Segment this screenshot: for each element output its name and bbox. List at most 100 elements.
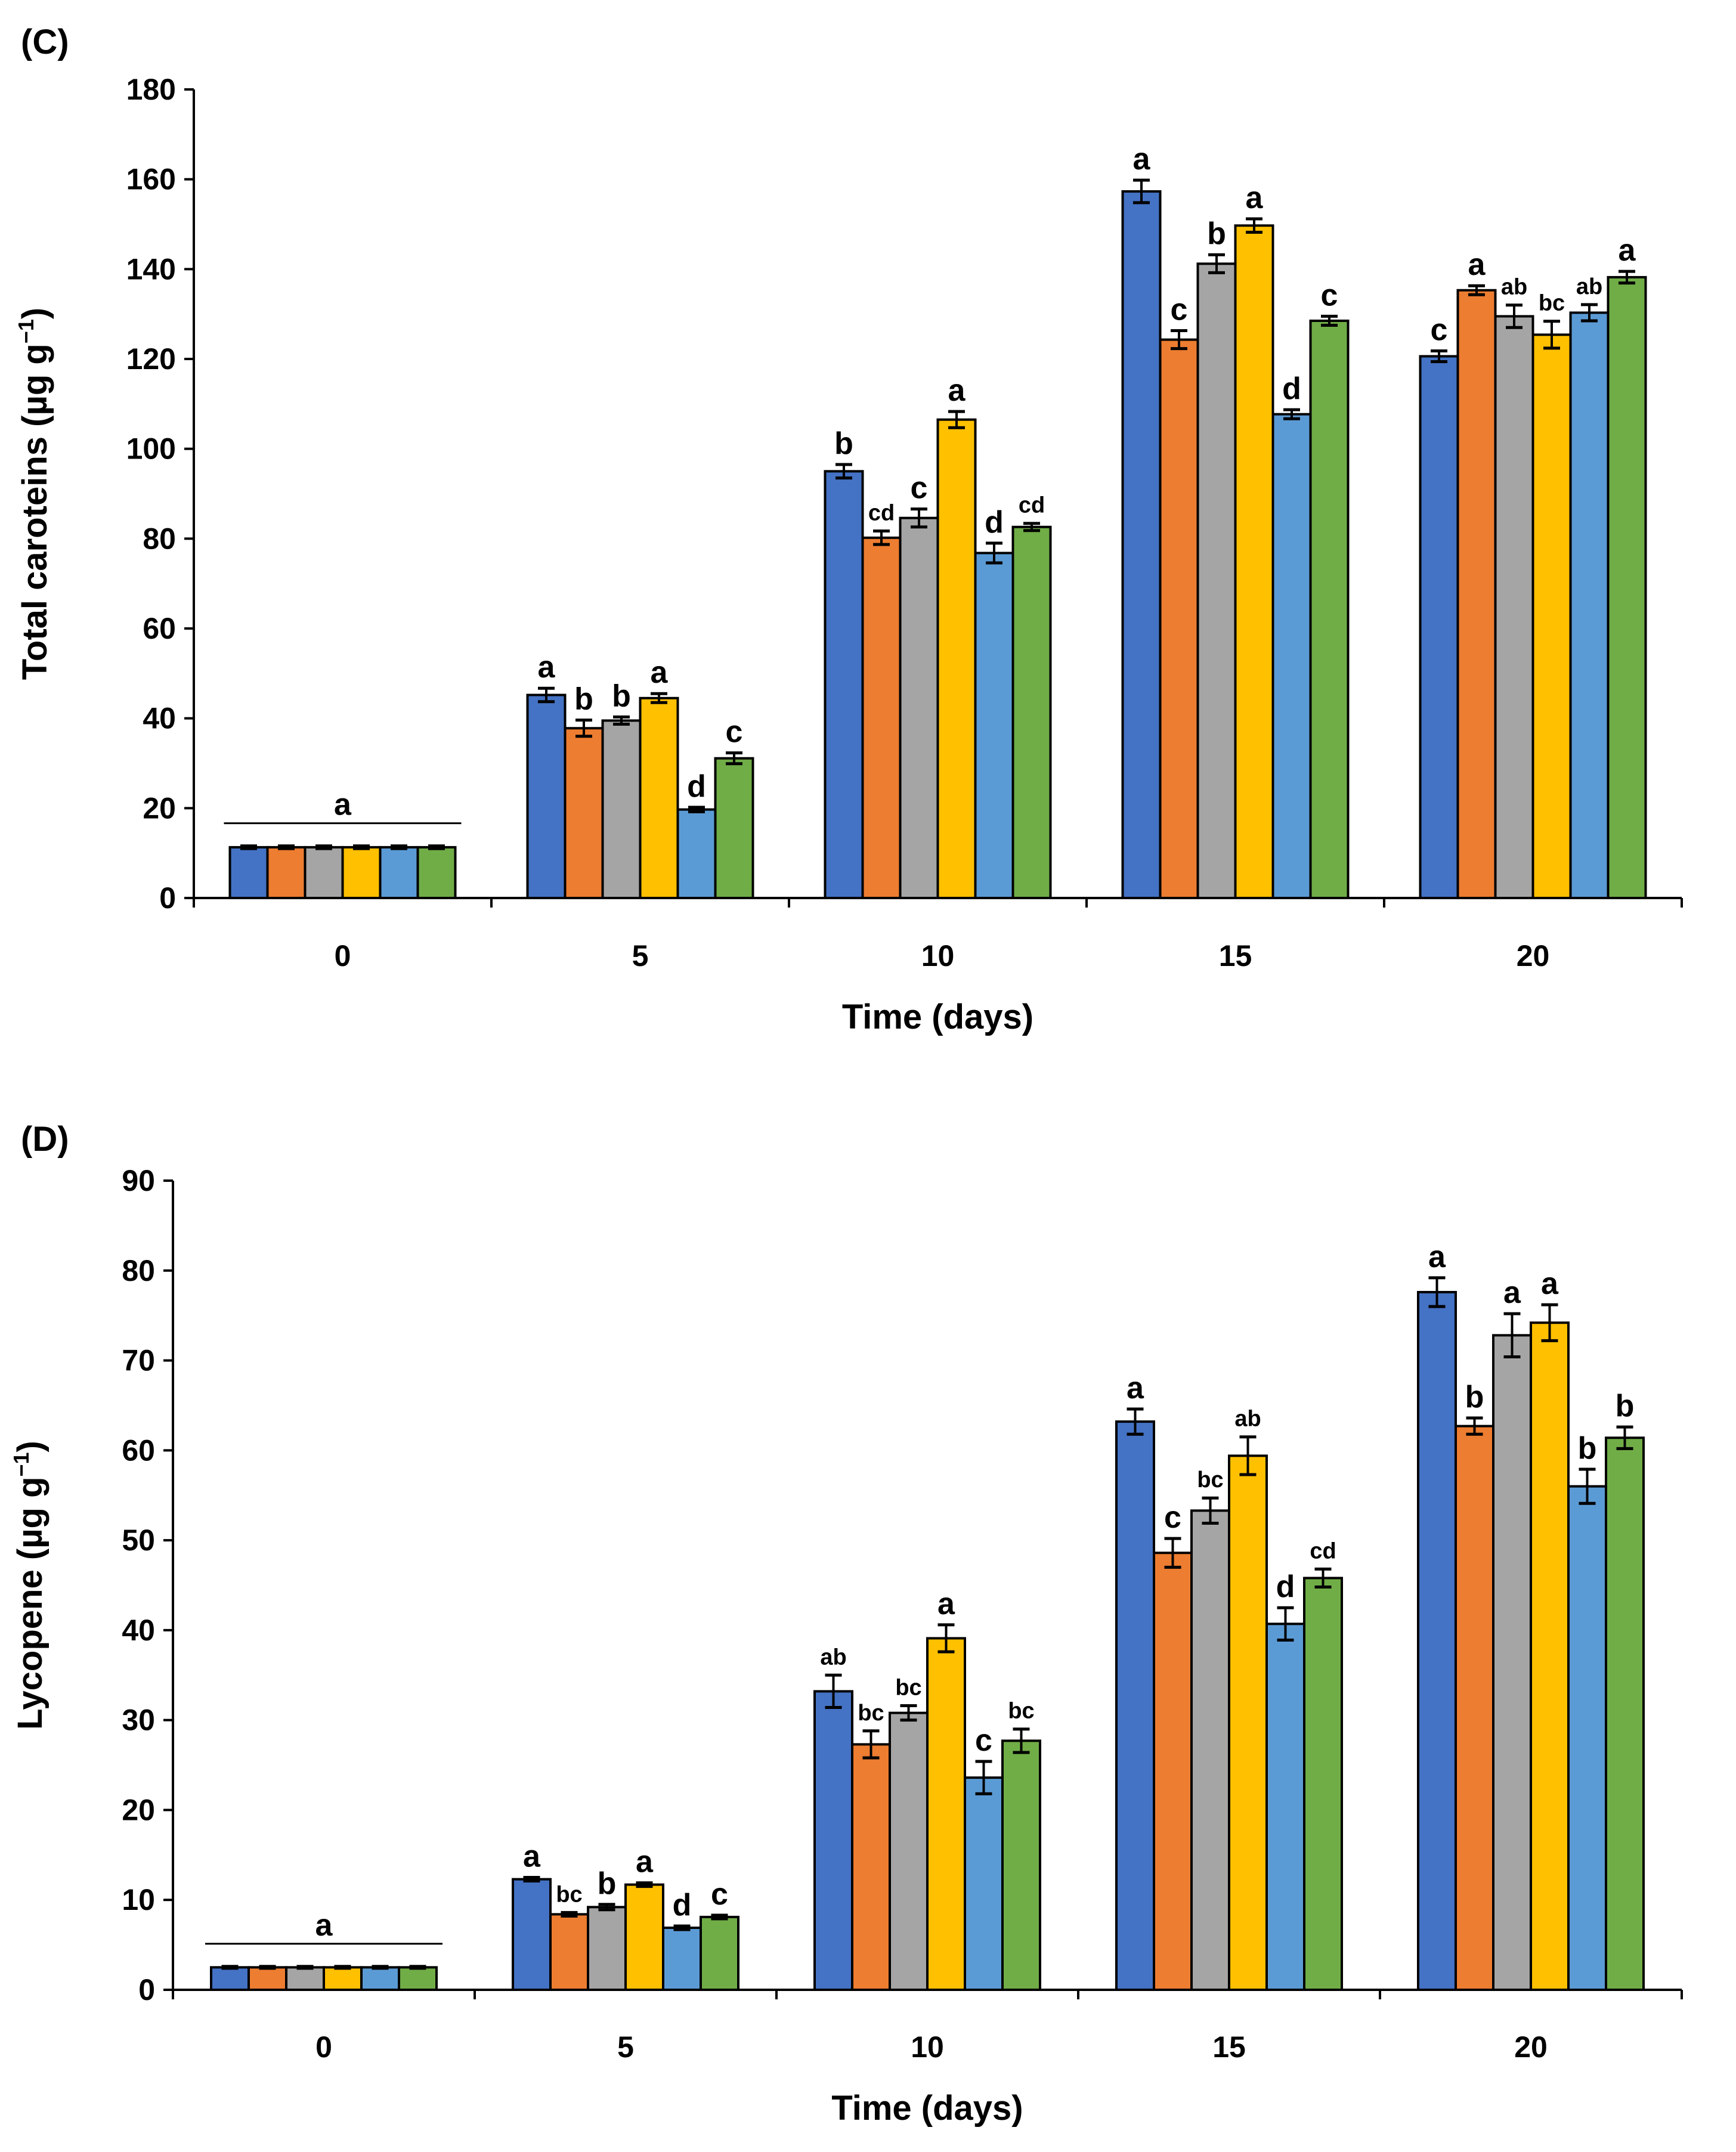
bar (1309, 319, 1350, 899)
x-tick-label: 20 (1514, 2030, 1548, 2064)
significance-letter: b (574, 682, 593, 717)
bar (601, 719, 642, 900)
bar (379, 846, 419, 899)
y-tick-label: 30 (122, 1704, 155, 1737)
y-tick-label: 160 (126, 163, 176, 196)
y-tick-label: 60 (122, 1433, 155, 1467)
x-tick-label: 10 (921, 939, 955, 973)
significance-letter: ab (1234, 1407, 1261, 1432)
bar (304, 846, 344, 899)
bar (416, 846, 457, 899)
bar (700, 1915, 739, 1992)
y-axis-title: Lycopene (µg g−1) (9, 1441, 49, 1730)
significance-letter: a (1468, 247, 1486, 282)
bar (824, 470, 864, 899)
significance-letter: a (538, 650, 556, 685)
y-axis-title-main: Lycopene (µg g (11, 1476, 49, 1729)
bar (662, 1926, 702, 1992)
bar (676, 808, 717, 900)
y-tick-label: 180 (126, 73, 176, 106)
significance-letter: bc (895, 1676, 921, 1701)
significance-letter: a (523, 1840, 541, 1874)
y-tick-label: 40 (122, 1614, 155, 1647)
significance-letter: c (1171, 293, 1188, 327)
bar (1419, 355, 1459, 899)
bar (1494, 315, 1534, 899)
bar (1196, 262, 1237, 899)
significance-letter: b (1207, 216, 1226, 251)
significance-letter: c (911, 471, 928, 506)
bar (1303, 1577, 1343, 1991)
significance-letter: d (1282, 371, 1301, 406)
bar (624, 1883, 664, 1992)
significance-letter: d (1276, 1569, 1295, 1604)
significance-letter: a (1541, 1267, 1559, 1301)
significance-letter: b (1616, 1389, 1635, 1423)
bar (851, 1743, 891, 1992)
y-tick-label: 140 (126, 252, 176, 286)
x-tick-label: 15 (1219, 939, 1252, 973)
bar (974, 552, 1014, 899)
significance-letter: bc (556, 1882, 582, 1907)
significance-letter: ab (1501, 275, 1527, 300)
bar (926, 1637, 966, 1992)
bar (549, 1913, 589, 1992)
y-axis-title-sup: −1 (14, 319, 38, 343)
y-tick-label: 20 (122, 1793, 155, 1826)
significance-letter: a (1246, 181, 1264, 215)
y-axis-title-end: ) (11, 1441, 49, 1452)
bar (639, 696, 679, 900)
y-axis-title-end: ) (16, 308, 54, 319)
bar (1492, 1334, 1532, 1992)
bar (285, 1966, 325, 1992)
bar (1456, 289, 1497, 899)
x-tick-label: 5 (632, 939, 649, 973)
x-tick-label: 0 (335, 939, 351, 973)
significance-letter: bc (1197, 1467, 1223, 1493)
significance-letter: a (636, 1845, 654, 1879)
bar (1605, 1436, 1645, 1991)
y-axis-title-main: Total caroteins (µg g (16, 343, 54, 680)
y-tick-label: 90 (122, 1164, 155, 1197)
significance-letter: c (975, 1723, 992, 1758)
bar (210, 1966, 250, 1992)
y-tick-label: 40 (143, 702, 176, 735)
significance-letter: c (726, 715, 743, 750)
significance-letter: d (687, 769, 706, 804)
bar (1271, 413, 1312, 899)
significance-letter: b (612, 679, 631, 713)
x-tick-label: 0 (315, 2030, 332, 2064)
x-axis-title: Time (days) (831, 2089, 1023, 2128)
bar (1531, 333, 1572, 899)
significance-letter: a (1503, 1275, 1521, 1310)
y-tick-label: 0 (159, 881, 176, 915)
significance-letter: a (1428, 1240, 1446, 1274)
bar (323, 1966, 363, 1992)
bar (861, 536, 902, 899)
y-tick-label: 60 (143, 612, 176, 645)
bar (1567, 1485, 1607, 1992)
bar (1001, 1739, 1041, 1991)
significance-letter: a (1619, 233, 1636, 268)
bar (1417, 1290, 1457, 1991)
bar (587, 1906, 627, 1991)
bar (1121, 190, 1162, 899)
bar (1159, 338, 1199, 899)
significance-letter: ab (1576, 274, 1602, 299)
bar (1228, 1454, 1268, 1991)
significance-letter: cd (1019, 493, 1045, 518)
significance-letter: a (1127, 1371, 1144, 1405)
y-tick-label: 100 (126, 432, 176, 466)
significance-letter: b (834, 426, 853, 461)
x-tick-label: 10 (911, 2030, 944, 2064)
group-significance-letter: a (334, 788, 352, 822)
significance-letter: cd (868, 501, 895, 526)
significance-letter: a (651, 655, 669, 690)
y-axis-title: Total caroteins (µg g−1) (14, 308, 54, 680)
bar (266, 846, 307, 899)
x-tick-label: 20 (1517, 939, 1550, 973)
significance-letter: c (1164, 1500, 1181, 1535)
bar (899, 516, 939, 899)
bar (1265, 1622, 1305, 1991)
